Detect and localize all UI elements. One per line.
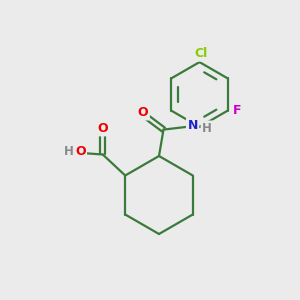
Text: O: O — [75, 145, 86, 158]
Text: O: O — [98, 122, 108, 135]
Text: O: O — [138, 106, 148, 119]
Text: H: H — [202, 122, 212, 135]
Text: N: N — [188, 118, 198, 132]
Text: Cl: Cl — [194, 47, 208, 60]
Text: F: F — [233, 104, 242, 117]
Text: H: H — [64, 145, 74, 158]
